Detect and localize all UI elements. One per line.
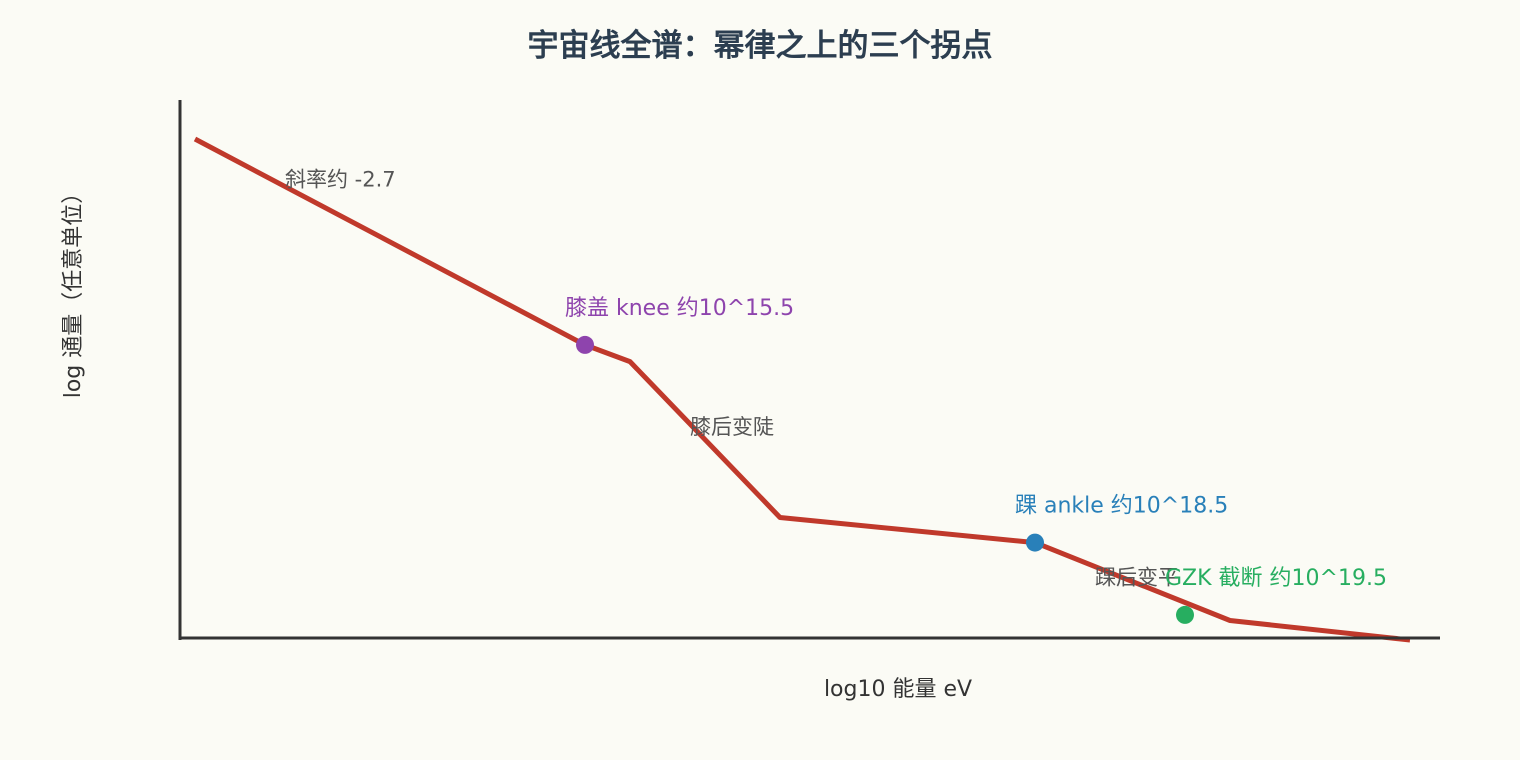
series-line-0 (193, 136, 1411, 643)
y-axis-label: log 通量（任意单位） (61, 182, 86, 399)
annotation-0: 斜率约 -2.7 (285, 167, 396, 191)
key-point-label-0: 膝盖 knee 约10^15.5 (565, 296, 794, 321)
key-point-0 (576, 335, 594, 354)
x-axis-label: log10 能量 eV (824, 677, 972, 702)
key-point-2 (1176, 605, 1194, 624)
key-point-1 (1026, 533, 1044, 552)
annotation-1: 膝后变陡 (690, 415, 774, 439)
annotation-2: 踝后变平 (1095, 565, 1179, 589)
key-point-label-1: 踝 ankle 约10^18.5 (1015, 494, 1228, 519)
key-point-label-2: GZK 截断 约10^19.5 (1165, 566, 1387, 591)
chart-title: 宇宙线全谱：幂律之上的三个拐点 (528, 28, 993, 64)
